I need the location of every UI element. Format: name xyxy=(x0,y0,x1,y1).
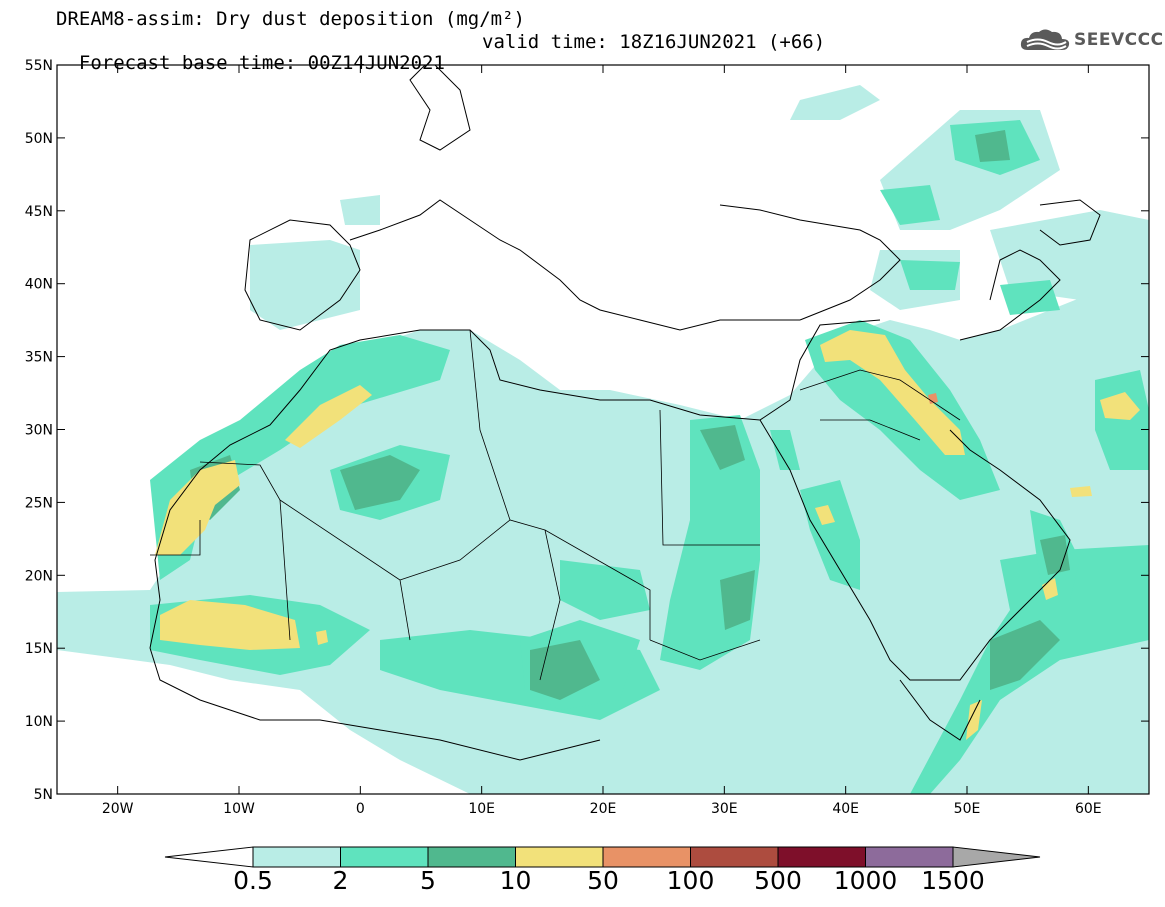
lon-tick-label: 10E xyxy=(468,801,495,817)
colorbar-swatch xyxy=(690,846,779,868)
lon-tick-label: 30E xyxy=(711,801,738,817)
valid-time-text: valid time: 18Z16JUN2021 (+66) xyxy=(482,31,826,53)
lat-tick-label: 15N xyxy=(25,641,53,657)
lat-tick-label: 30N xyxy=(25,423,53,439)
axis-ticks: 5N 10N 15N 20N 25N 30N 35N 40N 45N 50N 55N 20W 10W 0 1… xyxy=(25,58,1149,817)
colorbar-label: 1500 xyxy=(921,866,985,895)
lon-tick-label: 20E xyxy=(590,801,617,817)
lat-tick-label: 55N xyxy=(25,58,53,74)
level-50-100-area xyxy=(928,393,938,404)
lon-tick-label: 60E xyxy=(1075,801,1102,817)
colorbar-swatch xyxy=(777,846,866,868)
lon-tick-label: 0 xyxy=(356,801,365,817)
logo-text: SEEVCCC xyxy=(1074,30,1164,50)
lon-tick-label: 10W xyxy=(223,801,255,817)
colorbar-over-arrow xyxy=(952,846,1041,868)
colorbar-swatch xyxy=(515,846,604,868)
colorbar-swatch xyxy=(340,846,429,868)
lat-tick-label: 10N xyxy=(25,714,53,730)
lat-tick-label: 45N xyxy=(25,204,53,220)
colorbar-label: 50 xyxy=(587,866,619,895)
lat-tick-label: 5N xyxy=(34,787,53,803)
colorbar-under-arrow xyxy=(164,846,254,868)
lon-tick-label: 50E xyxy=(954,801,981,817)
seevccc-logo: SEEVCCC xyxy=(1018,26,1163,54)
colorbar-label: 1000 xyxy=(833,866,898,895)
lon-tick-label: 20W xyxy=(102,801,134,817)
lat-tick-label: 40N xyxy=(25,277,53,293)
colorbar-swatch xyxy=(865,846,954,868)
coastlines xyxy=(149,65,1101,761)
forecast-base-time: Forecast base time: 00Z14JUN2021 valid t… xyxy=(56,32,825,95)
lat-tick-label: 35N xyxy=(25,350,53,366)
dust-fields xyxy=(57,85,1149,794)
colorbar-label: 5 xyxy=(420,866,436,895)
colorbar-label: 10 xyxy=(499,866,532,895)
country-borders xyxy=(150,329,961,681)
lat-tick-label: 25N xyxy=(25,495,53,511)
base-time-text: Forecast base time: 00Z14JUN2021 xyxy=(78,52,445,74)
lat-tick-label: 20N xyxy=(25,568,53,584)
colorbar-label: 0.5 xyxy=(233,866,273,895)
colorbar-label: 100 xyxy=(666,866,715,895)
colorbar-label: 2 xyxy=(332,866,349,895)
colorbar-swatch xyxy=(427,846,516,868)
cloud-logo-icon xyxy=(1020,29,1070,50)
colorbar-label: 500 xyxy=(754,866,802,895)
lon-tick-label: 40E xyxy=(832,801,859,817)
level-10-50-area xyxy=(155,330,1140,740)
map-title: DREAM8-assim: Dry dust deposition (mg/m²… xyxy=(56,8,525,30)
lat-tick-label: 50N xyxy=(25,131,53,147)
colorbar-swatch xyxy=(602,846,691,868)
colorbar-swatch xyxy=(252,846,341,868)
colorbar xyxy=(164,846,1041,868)
